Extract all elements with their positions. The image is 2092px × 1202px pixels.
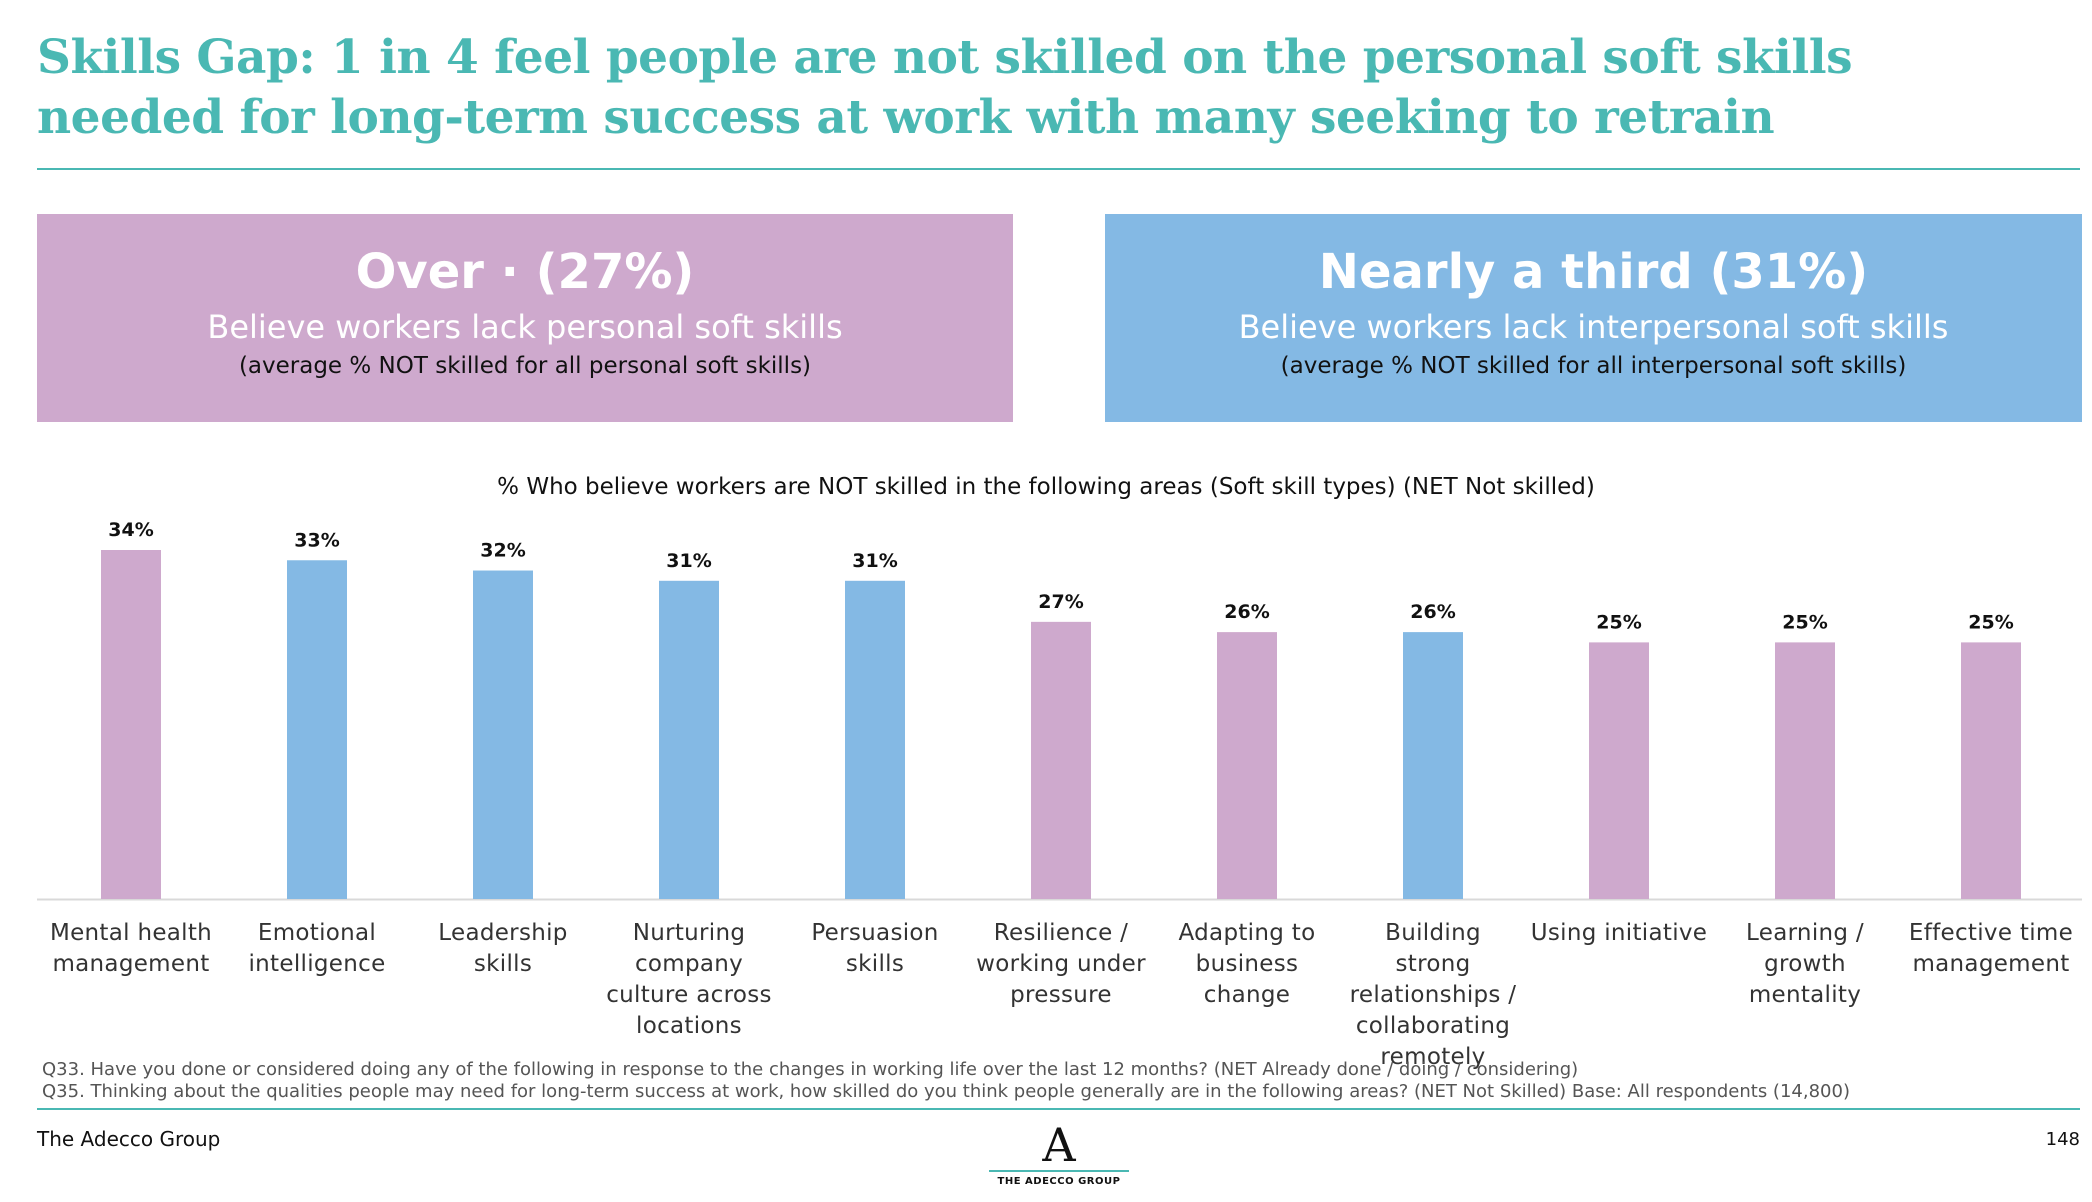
bar (1589, 642, 1649, 899)
logo-letter: A (1042, 1118, 1076, 1172)
bar-value-label: 26% (1410, 601, 1455, 623)
footer-company-name: The Adecco Group (37, 1127, 221, 1151)
bar (101, 550, 161, 899)
bar-value-label: 32% (480, 540, 525, 562)
bar-chart: 34% 33% 32% 31% 31% 27% 26% 26% 25% 25% 25% (37, 519, 2082, 901)
bar-value-label: 31% (852, 550, 897, 572)
bar (1217, 632, 1277, 899)
bar-value-label: 25% (1968, 611, 2013, 633)
x-tick-label: Persuasion skills (811, 920, 939, 977)
adecco-logo: A THE ADECCO GROUP (989, 1122, 1129, 1187)
page-number: 148 (2045, 1129, 2080, 1150)
footnote-q35: Q35. Thinking about the qualities people… (42, 1081, 1850, 1102)
x-tick-label: Effective time management (1908, 920, 2074, 977)
x-tick-label: Mental health management (49, 920, 213, 977)
personal-skills-summary-box: Over · (27%) Believe workers lack person… (37, 214, 1013, 422)
bar-value-label: 25% (1596, 611, 1641, 633)
bar-value-label: 34% (108, 519, 153, 541)
footnote-q33: Q33. Have you done or considered doing a… (42, 1059, 1579, 1080)
x-tick-label: Using initiative (1530, 920, 1708, 946)
interpersonal-skills-note: (average % NOT skilled for all interpers… (1280, 353, 1907, 379)
bar (287, 560, 347, 899)
chart-title: % Who believe workers are NOT skilled in… (497, 474, 1595, 500)
bar-value-label: 25% (1782, 611, 1827, 633)
x-tick-label: Building strong relationships / collabor… (1349, 920, 1517, 1070)
bar (1775, 642, 1835, 899)
personal-skills-headline: Over · (27%) (355, 244, 695, 300)
bar (1961, 642, 2021, 899)
interpersonal-skills-summary-box: Nearly a third (31%) Believe workers lac… (1105, 214, 2082, 422)
bar (845, 580, 905, 899)
bar-value-label: 26% (1224, 601, 1269, 623)
bar-value-label: 31% (666, 550, 711, 572)
bar-value-label: 27% (1038, 591, 1083, 613)
logo-text: THE ADECCO GROUP (997, 1176, 1121, 1187)
footer-divider (37, 1108, 2080, 1110)
interpersonal-skills-subtitle: Believe workers lack interpersonal soft … (1238, 308, 1949, 346)
x-tick-label: Adapting to business change (1178, 920, 1316, 1008)
x-tick-label: Emotional intelligence (248, 920, 386, 977)
bar-value-label: 33% (294, 529, 339, 551)
page-title: Skills Gap: 1 in 4 feel people are not s… (37, 30, 1853, 145)
logo-underline (989, 1170, 1129, 1172)
x-tick-label: Nurturing company culture across locatio… (606, 920, 772, 1039)
interpersonal-skills-headline: Nearly a third (31%) (1318, 244, 1869, 300)
bar (1031, 621, 1091, 899)
title-divider (37, 168, 2080, 170)
personal-skills-note: (average % NOT skilled for all personal … (238, 353, 812, 379)
bar (1403, 632, 1463, 899)
bar (473, 570, 533, 899)
x-tick-label: Resilience / working under pressure (976, 920, 1146, 1008)
x-tick-label: Leadership skills (438, 920, 568, 977)
personal-skills-subtitle: Believe workers lack personal soft skill… (207, 308, 843, 346)
x-tick-label: Learning / growth mentality (1746, 920, 1864, 1008)
bar (659, 580, 719, 899)
